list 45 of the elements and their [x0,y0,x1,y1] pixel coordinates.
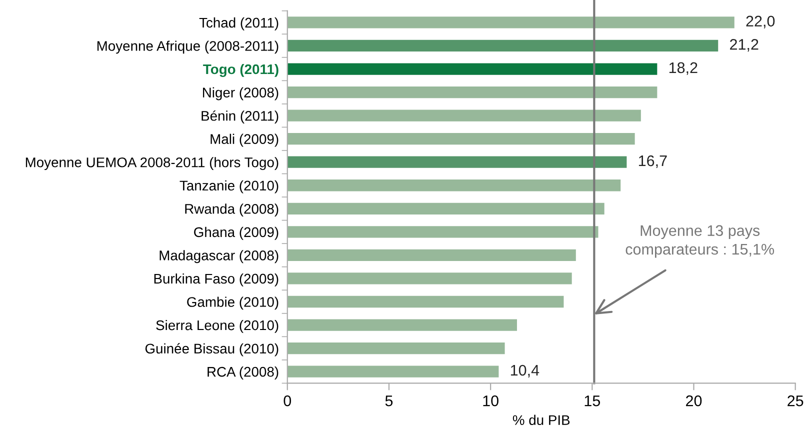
bar [287,272,572,284]
bar [287,16,734,28]
y-tick-label: Bénin (2011) [202,110,278,124]
bar [287,226,598,238]
ref-line-label: Moyenne 13 pays comparateurs : 15,1% [626,225,774,258]
y-tick-label: Guinée Bissau (2010) [145,343,278,356]
x-tick-label: 20 [686,395,702,406]
x-tick-label: 25 [788,395,804,406]
y-tick-label: Moyenne UEMOA 2008-2011 (hors Togo) [26,157,278,170]
y-tick-label: Mali (2009) [210,134,278,147]
x-tick-label: 5 [385,396,393,406]
y-tick-label: Madagascar (2008) [160,250,278,264]
data-label: 21,2 [730,39,758,52]
bar [287,342,505,354]
bar [287,40,718,52]
y-tick-label: Rwanda (2008) [185,204,278,217]
bar [287,133,635,145]
x-tick-label: 10 [483,395,498,406]
bar [287,202,604,214]
bar [287,110,641,122]
data-label: 10,4 [510,364,540,378]
x-axis-title: % du PIB [512,414,570,426]
y-tick-label: Ghana (2009) [194,226,278,240]
y-tick-label: RCA (2008) [208,366,278,380]
y-tick-label: Gambie (2010) [187,296,278,310]
y-tick-label: Tanzanie (2010) [180,180,278,194]
bar [287,319,517,331]
bar [287,86,658,98]
y-tick-label: Togo (2011) [203,64,278,77]
x-tick-label: 15 [584,396,600,406]
bar [287,366,499,378]
y-tick-label: Moyenne Afrique (2008-2011) [97,40,278,54]
bar [287,249,576,262]
bar [287,296,564,308]
y-tick-label: Burkina Faso (2009) [154,273,278,286]
bar [287,63,658,75]
y-tick-label: Niger (2008) [203,87,278,100]
data-label: 22,0 [746,16,775,28]
y-tick-label: Tchad (2011) [199,17,278,30]
bar [287,180,621,192]
x-tick-label: 0 [284,395,292,406]
data-label: 18,2 [669,62,698,75]
y-tick-label: Sierra Leone (2010) [156,320,278,333]
bar [287,156,627,168]
data-label: 16,7 [638,155,667,168]
